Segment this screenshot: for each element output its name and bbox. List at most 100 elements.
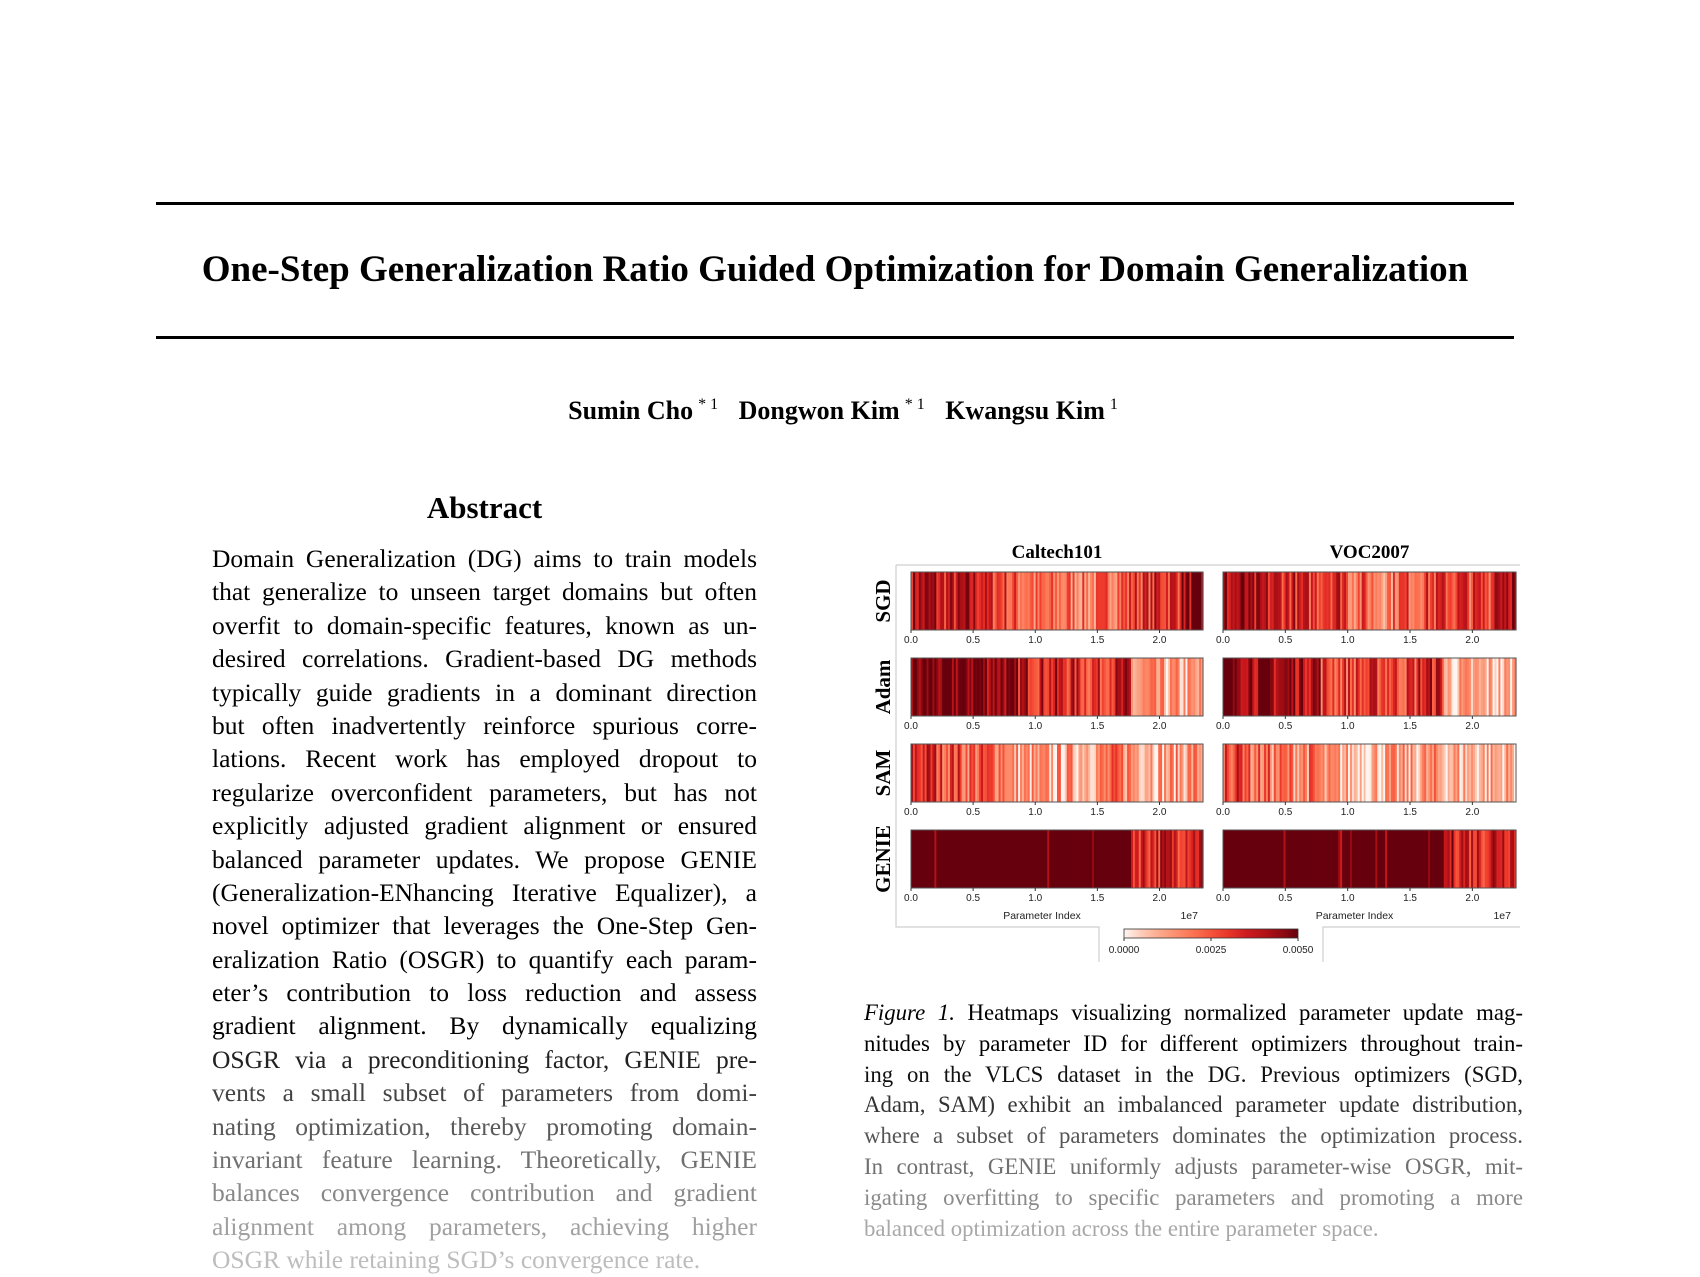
x-tick-label: 0.0 — [904, 721, 918, 732]
heatmap-stripe — [1426, 830, 1429, 888]
heatmap-stripe — [1123, 744, 1126, 802]
heatmap-stripe — [992, 658, 996, 716]
heatmap-stripe — [1160, 830, 1163, 888]
heatmap-stripe — [1078, 830, 1081, 888]
heatmap-stripe — [1430, 658, 1433, 716]
heatmap-stripe — [1167, 658, 1171, 716]
heatmap-stripe — [1084, 830, 1087, 888]
heatmap-stripe — [1336, 830, 1339, 888]
heatmap-stripe — [1504, 658, 1507, 716]
heatmap-stripe — [1383, 572, 1386, 630]
heatmap-stripe — [1201, 830, 1204, 888]
heatmap-stripe — [1289, 572, 1292, 630]
heatmap-stripe — [1150, 744, 1153, 802]
heatmap-stripe — [942, 744, 945, 802]
heatmap-stripe — [977, 744, 980, 802]
heatmap-stripe — [1486, 572, 1490, 630]
x-tick-label: 1.5 — [1403, 721, 1417, 732]
heatmap-stripe — [947, 658, 951, 716]
heatmap-stripe — [1193, 744, 1196, 802]
heatmap-stripe — [1037, 572, 1041, 630]
heatmap-stripe — [957, 830, 961, 888]
heatmap-stripe — [1430, 572, 1433, 630]
heatmap-stripe — [1506, 830, 1509, 888]
heatmap-stripe — [1084, 658, 1087, 716]
heatmap-stripe — [963, 830, 967, 888]
heatmap-stripe — [914, 572, 918, 630]
heatmap-stripe — [1033, 572, 1037, 630]
heatmap-stripe — [1160, 572, 1163, 630]
heatmap-stripe — [1322, 658, 1326, 716]
heatmap-stripe — [911, 658, 914, 716]
heatmap-stripe — [1318, 572, 1322, 630]
heatmap-stripe — [1008, 744, 1011, 802]
heatmap-stripe — [1512, 744, 1515, 802]
heatmap-stripe — [1111, 744, 1115, 802]
heatmap-stripe — [955, 830, 959, 888]
heatmap-stripe — [918, 830, 922, 888]
heatmap-stripe — [1244, 830, 1248, 888]
heatmap-stripe — [1420, 572, 1423, 630]
heatmap-stripe — [951, 658, 955, 716]
abstract-line: lations. Recent work has employed dropou… — [212, 744, 757, 774]
heatmap-stripe — [1314, 572, 1318, 630]
heatmap-stripe — [1265, 658, 1269, 716]
heatmap-stripe — [1043, 744, 1046, 802]
heatmap-stripe — [1283, 830, 1287, 888]
heatmap-stripe — [1500, 658, 1503, 716]
x-tick-label: 1.5 — [1090, 635, 1104, 646]
heatmap-stripe — [981, 572, 984, 630]
heatmap-stripe — [1332, 572, 1335, 630]
heatmap-stripe — [1164, 744, 1167, 802]
heatmap-stripe — [1281, 572, 1285, 630]
heatmap-stripe — [1088, 744, 1091, 802]
heatmap-stripe — [1156, 744, 1159, 802]
heatmap-stripe — [1029, 744, 1033, 802]
author-affiliation: * 1 — [904, 396, 925, 414]
heatmap-stripe — [1418, 572, 1421, 630]
heatmap-stripe — [1070, 658, 1074, 716]
heatmap-stripe — [1269, 572, 1273, 630]
heatmap-stripe — [1260, 572, 1263, 630]
heatmap-stripe — [926, 658, 930, 716]
heatmap-stripe — [1443, 572, 1447, 630]
heatmap-stripe — [1476, 572, 1480, 630]
heatmap-stripe — [1072, 744, 1076, 802]
heatmap-stripe — [1510, 830, 1513, 888]
heatmap-stripe — [1275, 830, 1279, 888]
heatmap-stripe — [1437, 830, 1441, 888]
heatmap-stripe — [1256, 744, 1259, 802]
heatmap-stripe — [1301, 830, 1304, 888]
caption-line: In contrast, GENIE uniformly adjusts par… — [864, 1153, 1523, 1179]
heatmap-stripe — [971, 572, 974, 630]
author-affiliation: * 1 — [698, 396, 719, 414]
heatmap-stripe — [1492, 572, 1496, 630]
heatmap-stripe — [1264, 658, 1267, 716]
heatmap-stripe — [1008, 572, 1011, 630]
heatmap-stripe — [1426, 744, 1429, 802]
heatmap-stripe — [1195, 572, 1198, 630]
heatmap-stripe — [1324, 658, 1328, 716]
heatmap-stripe — [1406, 744, 1410, 802]
heatmap-stripe — [979, 744, 982, 802]
heatmap-stripe — [998, 658, 1002, 716]
heatmap-stripe — [1228, 744, 1232, 802]
heatmap-stripe — [955, 658, 959, 716]
heatmap-stripe — [1193, 658, 1196, 716]
heatmap-stripe — [1459, 744, 1462, 802]
heatmap-stripe — [994, 572, 998, 630]
heatmap-stripe — [1197, 744, 1200, 802]
heatmap-stripe — [1082, 830, 1085, 888]
heatmap-stripe — [1430, 744, 1433, 802]
heatmap-stripe — [1332, 830, 1335, 888]
heatmap-stripe — [1080, 830, 1083, 888]
heatmap-stripe — [1363, 830, 1367, 888]
heatmap-stripe — [1191, 744, 1194, 802]
author-name: Dongwon Kim — [738, 396, 900, 425]
heatmap-stripe — [1287, 830, 1291, 888]
heatmap-stripe — [1344, 744, 1347, 802]
heatmap-stripe — [1287, 572, 1291, 630]
heatmap-stripe — [1055, 658, 1058, 716]
heatmap-stripe — [1164, 830, 1167, 888]
heatmap-stripe — [938, 572, 941, 630]
